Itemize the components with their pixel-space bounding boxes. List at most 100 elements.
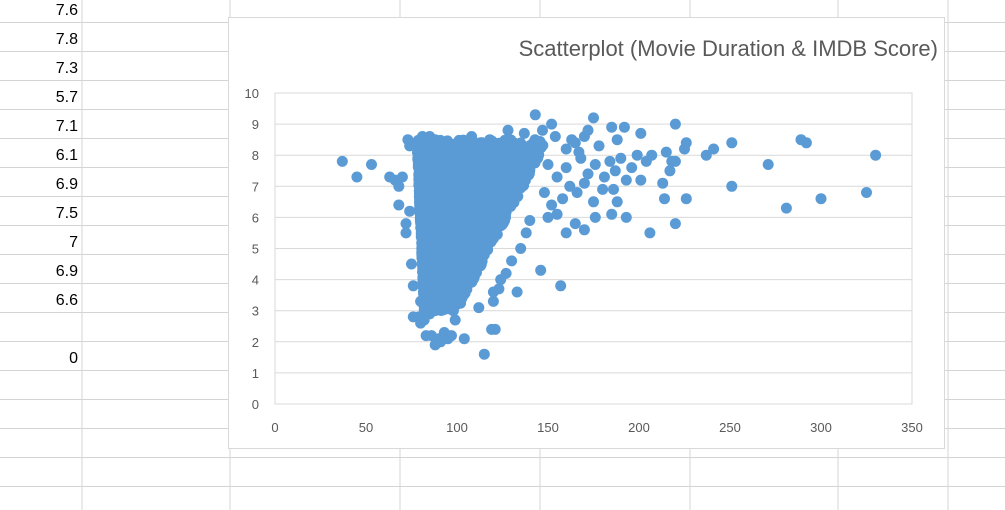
cell-value[interactable]: 7.5 xyxy=(56,205,78,222)
data-point xyxy=(589,159,601,170)
data-point xyxy=(644,227,656,239)
data-point xyxy=(417,247,429,259)
data-point xyxy=(542,159,554,170)
y-tick-label: 4 xyxy=(252,273,259,288)
data-point xyxy=(439,183,451,194)
data-point xyxy=(438,230,450,241)
data-point xyxy=(551,208,563,220)
cell-value[interactable]: 6.6 xyxy=(56,292,78,309)
data-point xyxy=(514,168,526,180)
data-point xyxy=(475,260,487,272)
data-point xyxy=(861,187,872,198)
data-point xyxy=(512,159,524,170)
data-point xyxy=(549,131,561,142)
data-point xyxy=(467,238,479,250)
data-point xyxy=(506,255,518,267)
cell-value[interactable]: 7.6 xyxy=(56,2,78,19)
cell-value[interactable]: 6.9 xyxy=(56,263,78,280)
data-point xyxy=(427,146,439,157)
data-point xyxy=(657,177,669,189)
cell-value[interactable]: 7.1 xyxy=(56,118,78,135)
cell-value[interactable]: 7 xyxy=(69,234,78,251)
x-tick-label: 250 xyxy=(719,420,741,435)
y-tick-label: 1 xyxy=(252,366,259,381)
cell-value[interactable]: 7.8 xyxy=(56,31,78,48)
data-point xyxy=(449,314,461,326)
data-point xyxy=(529,109,541,121)
data-point xyxy=(475,139,487,151)
data-point xyxy=(537,124,548,136)
data-point xyxy=(660,146,672,158)
y-tick-label: 10 xyxy=(245,86,259,101)
data-point xyxy=(455,270,467,282)
x-tick-label: 100 xyxy=(446,420,468,435)
plot-frame xyxy=(274,92,913,405)
data-point xyxy=(615,152,627,164)
data-point xyxy=(498,154,510,166)
data-point xyxy=(488,204,500,216)
data-point xyxy=(669,118,681,130)
data-point xyxy=(447,305,459,317)
data-point xyxy=(524,215,536,226)
data-point xyxy=(597,183,609,195)
data-point xyxy=(393,199,405,211)
data-point xyxy=(407,280,419,292)
data-point xyxy=(427,258,438,270)
data-point xyxy=(415,295,427,307)
data-point xyxy=(606,208,618,220)
cell-value[interactable]: 5.7 xyxy=(56,89,78,106)
data-point xyxy=(618,121,630,133)
cell-value[interactable]: 6.9 xyxy=(56,176,78,193)
data-point xyxy=(414,201,426,213)
data-point xyxy=(458,230,469,242)
cell-value[interactable]: 0 xyxy=(69,350,78,367)
data-point xyxy=(582,124,594,136)
data-point xyxy=(478,225,490,237)
data-point xyxy=(680,193,692,205)
data-point xyxy=(478,348,490,360)
y-tick-label: 3 xyxy=(252,304,259,319)
data-point xyxy=(434,246,446,258)
data-point xyxy=(529,134,541,146)
data-point xyxy=(429,134,441,146)
data-point xyxy=(421,175,433,187)
data-point xyxy=(456,283,468,295)
x-tick-label: 350 xyxy=(901,420,923,435)
data-point xyxy=(452,213,464,225)
data-point xyxy=(465,261,476,272)
data-point xyxy=(489,323,501,335)
data-point xyxy=(424,274,436,285)
data-point xyxy=(555,280,567,292)
data-point xyxy=(604,155,616,167)
data-point xyxy=(551,171,563,183)
data-point xyxy=(557,193,569,205)
data-point xyxy=(620,174,632,186)
data-point xyxy=(546,118,558,130)
data-point xyxy=(762,159,774,170)
data-point xyxy=(542,211,554,223)
cell-value[interactable]: 6.1 xyxy=(56,147,78,164)
x-tick-label: 200 xyxy=(628,420,650,435)
data-point xyxy=(436,291,448,303)
data-point xyxy=(560,227,572,239)
data-point xyxy=(462,156,474,167)
data-point xyxy=(434,267,446,279)
data-point xyxy=(680,137,692,149)
data-point xyxy=(452,258,463,270)
data-point xyxy=(535,142,547,154)
data-point xyxy=(448,168,460,180)
cell-value[interactable]: 7.3 xyxy=(56,60,78,77)
data-point xyxy=(478,246,490,258)
data-point xyxy=(487,295,499,307)
data-point xyxy=(351,171,363,183)
chart-area[interactable]: 0 1 2 3 4 5 6 7 8 9 10 0 50 100 150 200 250 300 350 Scatte… xyxy=(228,17,945,449)
y-tick-label: 0 xyxy=(252,397,259,412)
data-point xyxy=(669,218,681,230)
data-point xyxy=(726,137,738,149)
data-point xyxy=(422,236,434,248)
data-point xyxy=(518,127,530,139)
data-point xyxy=(424,308,436,320)
data-point xyxy=(441,160,453,172)
data-point xyxy=(406,258,417,270)
x-tick-label: 0 xyxy=(271,420,278,435)
